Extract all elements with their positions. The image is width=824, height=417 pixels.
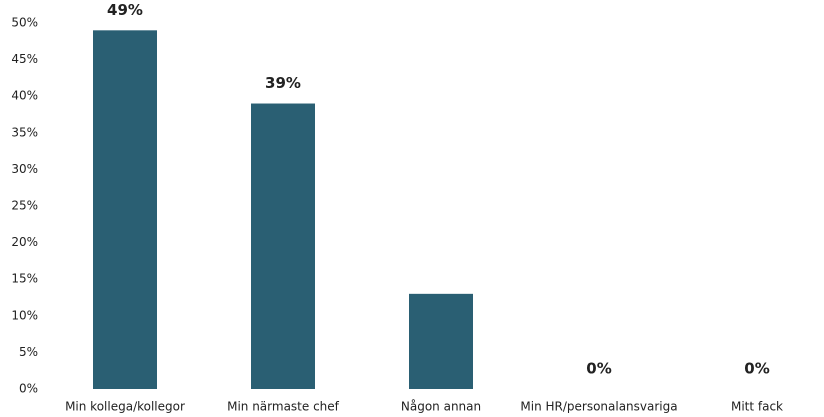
y-tick-label: 35% (11, 125, 38, 139)
y-tick-label: 20% (11, 235, 38, 249)
bar (409, 293, 473, 389)
x-tick-label: Min HR/personalansvariga (520, 400, 677, 414)
value-label: 0% (586, 360, 611, 378)
x-tick-label: Mitt fack (731, 400, 783, 414)
y-tick-label: 10% (11, 308, 38, 322)
bar (251, 103, 315, 390)
value-label: 49% (107, 1, 143, 19)
x-tick-label: Min närmaste chef (227, 400, 340, 414)
x-tick-label: Någon annan (401, 400, 481, 414)
y-tick-label: 0% (19, 382, 38, 396)
y-tick-label: 45% (11, 52, 38, 66)
y-tick-label: 5% (19, 345, 38, 359)
value-label: 39% (265, 74, 301, 92)
y-tick-label: 30% (11, 162, 38, 176)
x-tick-label: Min kollega/kollegor (65, 400, 185, 414)
y-tick-label: 40% (11, 89, 38, 103)
bar (93, 30, 157, 389)
y-tick-label: 50% (11, 16, 38, 30)
y-tick-label: 25% (11, 199, 38, 213)
value-label: 0% (744, 360, 769, 378)
y-tick-label: 15% (11, 272, 38, 286)
